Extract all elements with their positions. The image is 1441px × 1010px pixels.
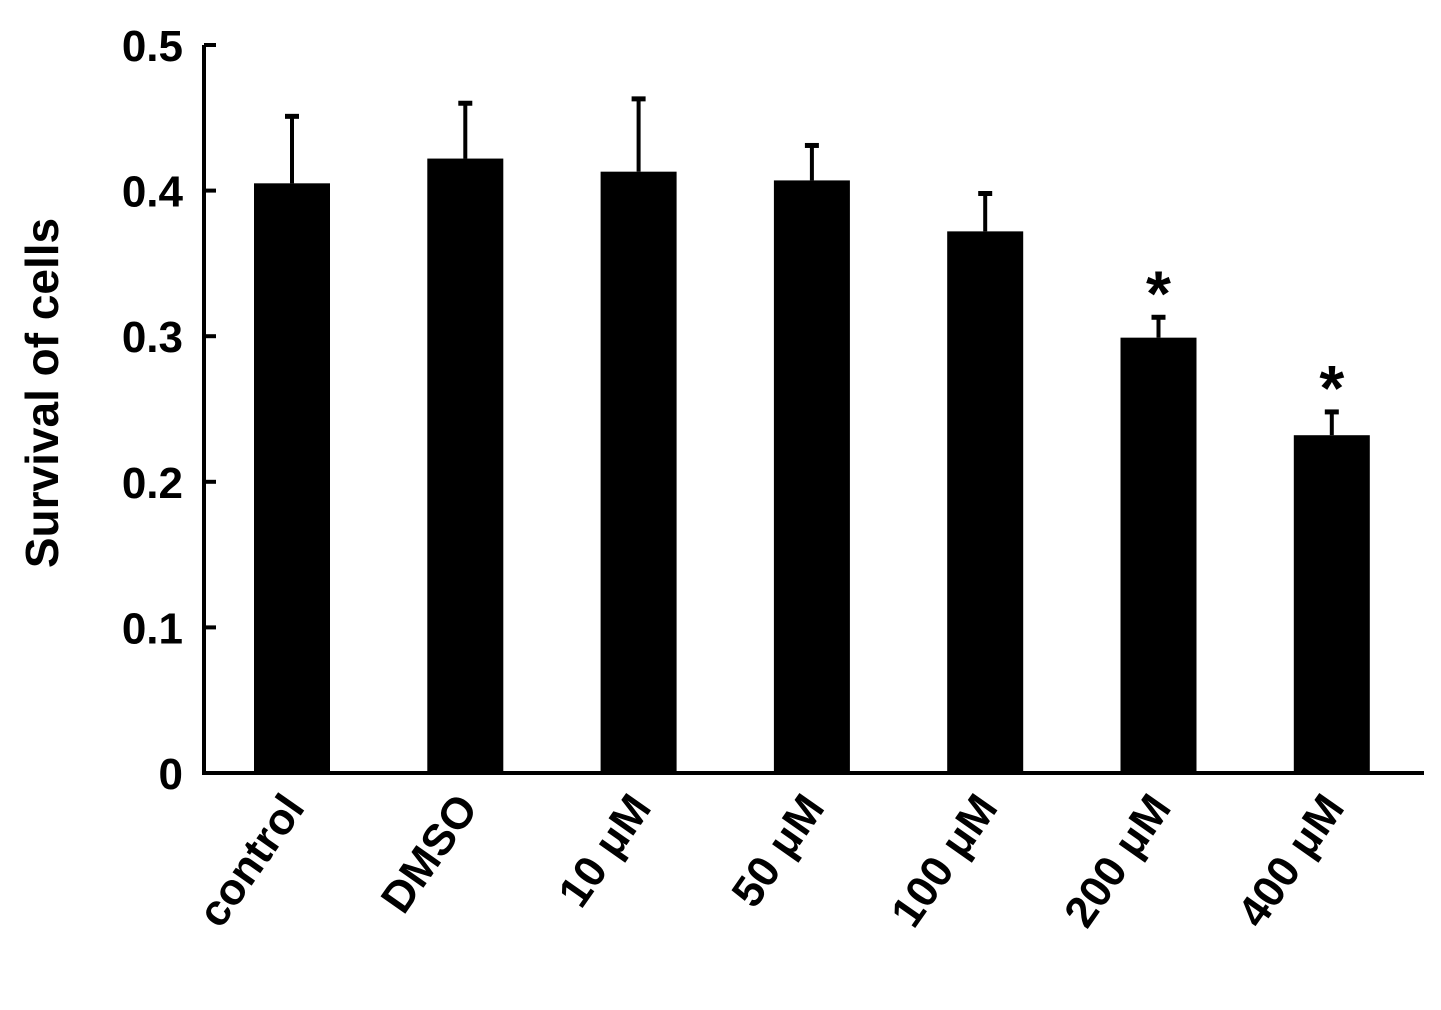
bar [427, 158, 504, 773]
x-tick-label: 100 μM [882, 786, 1008, 936]
x-tick-label: control [189, 786, 315, 936]
bar [600, 171, 677, 773]
y-tick-label: 0 [159, 750, 183, 799]
x-tick-label: DMSO [372, 786, 488, 922]
x-tick-label: 400 μM [1228, 786, 1354, 936]
y-tick-label: 0.3 [122, 313, 183, 362]
y-tick-label: 0.1 [122, 604, 183, 653]
bar [947, 231, 1024, 774]
significance-marker: * [1319, 352, 1344, 424]
y-tick-label: 0.2 [122, 459, 183, 508]
x-tick-label: 200 μM [1055, 786, 1181, 936]
x-tick-label: 10 μM [549, 786, 661, 916]
bar [254, 183, 330, 773]
bar [1293, 435, 1370, 773]
bar [1120, 337, 1197, 773]
x-tick-label: 50 μM [722, 786, 834, 916]
y-tick-label: 0.4 [122, 168, 184, 217]
bar [773, 180, 850, 773]
significance-marker: * [1146, 257, 1171, 329]
y-tick-label: 0.5 [122, 22, 183, 71]
y-axis-label: Survival of cells [16, 218, 68, 568]
